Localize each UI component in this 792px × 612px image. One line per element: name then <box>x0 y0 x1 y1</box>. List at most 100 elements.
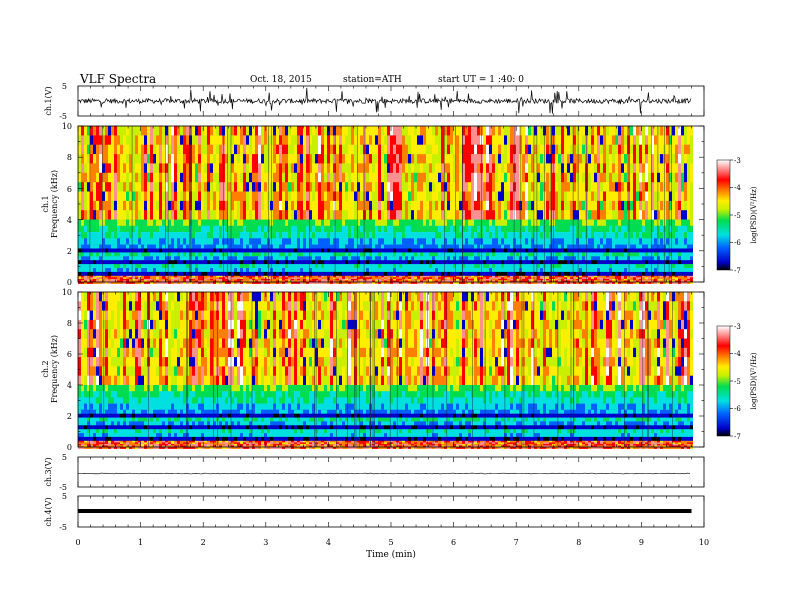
spectrogram-cell <box>255 172 258 183</box>
spectrogram-cell <box>204 278 207 281</box>
spectrogram-cell <box>135 219 138 227</box>
spectrogram-cell <box>435 219 438 227</box>
spectrogram-cell <box>432 260 435 265</box>
spectrogram-cell <box>360 248 363 253</box>
spectrogram-cell <box>174 182 177 192</box>
spectrogram-cell <box>579 277 582 280</box>
spectrogram-cell <box>516 135 519 146</box>
spectrogram-cell <box>288 256 291 261</box>
spectrogram-cell <box>306 275 309 278</box>
spectrogram-cell <box>324 210 327 220</box>
spectrogram-cell <box>138 126 141 136</box>
spectrogram-cell <box>213 191 216 202</box>
spectrogram-cell <box>261 244 264 249</box>
spectrogram-cell <box>276 163 279 174</box>
spectrogram-cell <box>255 277 258 280</box>
spectrogram-cell <box>339 225 342 233</box>
spectrogram-cell <box>159 172 162 183</box>
spectrogram-cell <box>126 172 129 183</box>
spectrogram-cell <box>342 277 345 280</box>
spectrogram-cell <box>447 126 450 136</box>
spectrogram-cell <box>447 238 450 245</box>
spectrogram-cell <box>303 278 306 281</box>
spectrogram-cell <box>468 232 471 239</box>
spectrogram-cell <box>363 182 366 192</box>
spectrogram-cell <box>159 280 162 283</box>
spectrogram-cell <box>279 282 282 284</box>
spectrogram-cell <box>234 282 237 284</box>
spectrogram-cell <box>288 248 291 253</box>
spectrogram-cell <box>195 264 198 269</box>
spectrogram-cell <box>393 278 396 281</box>
spectrogram-cell <box>426 163 429 174</box>
spectrogram-cell <box>258 280 261 283</box>
spectrogram-cell <box>114 154 117 164</box>
spectrogram-cell <box>108 200 111 211</box>
spectrogram-cell <box>147 252 150 257</box>
spectrogram-cell <box>177 256 180 261</box>
spectrogram-cell <box>459 248 462 253</box>
spectrogram-cell <box>417 154 420 164</box>
spectrogram-cell <box>183 264 186 269</box>
spectrogram-cell <box>210 271 213 277</box>
spectrogram-cell <box>303 126 306 136</box>
spectrogram-cell <box>246 282 249 284</box>
spectrogram-cell <box>438 271 441 277</box>
spectrogram-cell <box>156 268 159 273</box>
spectrogram-cell <box>555 163 558 174</box>
spectrogram-cell <box>288 268 291 273</box>
spectrogram-cell <box>525 282 528 284</box>
spectrogram-cell <box>135 275 138 278</box>
spectrogram-cell <box>393 191 396 202</box>
spectrogram-cell <box>534 248 537 253</box>
spectrogram-cell <box>318 232 321 239</box>
spectrogram-cell <box>408 248 411 253</box>
spectrogram-cell <box>555 278 558 281</box>
spectrogram-cell <box>462 210 465 220</box>
spectrogram-cell <box>225 244 228 249</box>
spectrogram-cell <box>351 282 354 284</box>
spectrogram-cell <box>351 252 354 257</box>
spectrogram-cell <box>366 225 369 233</box>
spectrogram-cell <box>315 282 318 284</box>
spectrogram-cell <box>339 126 342 136</box>
spectrogram-cell <box>453 232 456 239</box>
spectrogram-cell <box>129 275 132 278</box>
spectrogram-cell <box>393 277 396 280</box>
spectrogram-cell <box>477 219 480 227</box>
spectrogram-cell <box>351 135 354 146</box>
spectrogram-cell <box>384 278 387 281</box>
spectrogram-cell <box>237 200 240 211</box>
spectrogram-cell <box>111 278 114 281</box>
spectrogram-cell <box>81 252 84 257</box>
spectrogram-cell <box>123 244 126 249</box>
spectrogram-cell <box>501 256 504 261</box>
spectrogram-cell <box>312 144 315 155</box>
spectrogram-cell <box>339 280 342 283</box>
spectrogram-cell <box>399 248 402 253</box>
spectrogram-cell <box>276 256 279 261</box>
spectrogram-cell <box>432 135 435 146</box>
spectrogram-cell <box>363 256 366 261</box>
spectrogram-cell <box>156 210 159 220</box>
spectrogram-cell <box>516 280 519 283</box>
spectrogram-cell <box>282 219 285 227</box>
spectrogram-cell <box>474 280 477 283</box>
spectrogram-cell <box>447 163 450 174</box>
spectrogram-cell <box>429 248 432 253</box>
spectrogram-cell <box>279 182 282 192</box>
spectrogram-cell <box>84 282 87 284</box>
spectrogram-cell <box>294 225 297 233</box>
spectrogram-cell <box>162 280 165 283</box>
spectrogram-cell <box>102 210 105 220</box>
spectrogram-cell <box>333 268 336 273</box>
spectrogram-cell <box>516 256 519 261</box>
spectrogram-cell <box>459 182 462 192</box>
spectrogram-cell <box>237 144 240 155</box>
spectrogram-cell <box>441 275 444 278</box>
spectrogram-cell <box>237 154 240 164</box>
spectrogram-cell <box>459 282 462 284</box>
spectrogram-cell <box>327 219 330 227</box>
spectrogram-cell <box>198 244 201 249</box>
spectrogram-cell <box>192 278 195 281</box>
